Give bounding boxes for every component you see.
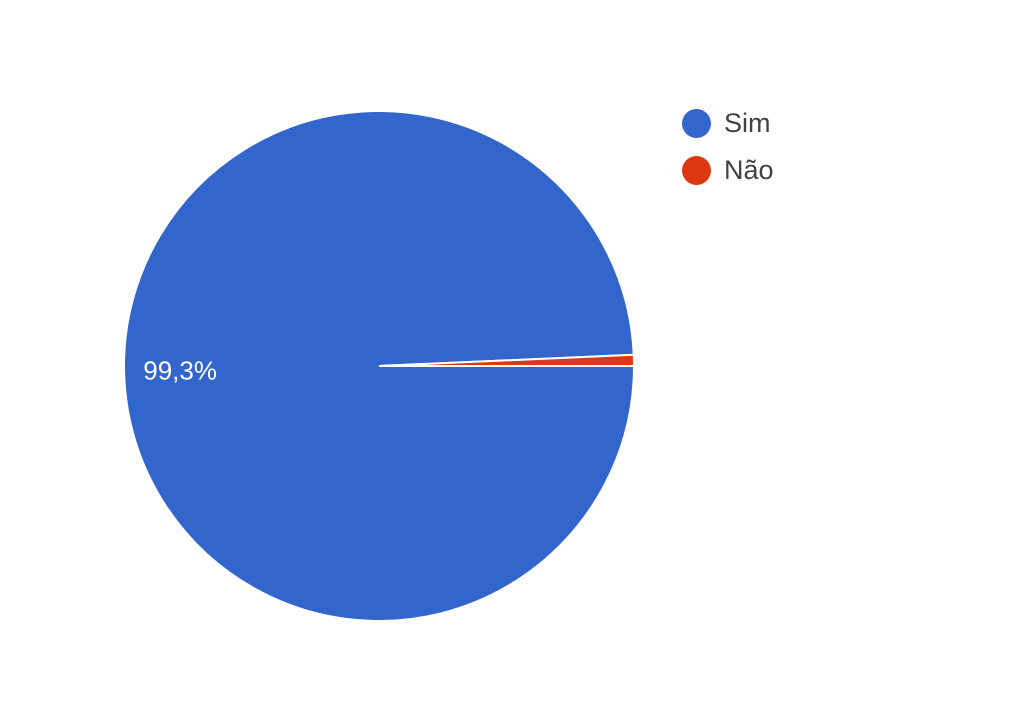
legend-item-sim[interactable]: Sim	[682, 100, 774, 147]
legend-swatch-nao	[682, 156, 711, 185]
slice-label-sim: 99,3%	[143, 355, 217, 385]
legend: Sim Não	[682, 100, 774, 194]
legend-label-sim: Sim	[724, 108, 771, 138]
pie-slice-nao[interactable]	[378, 353, 636, 367]
legend-item-nao[interactable]: Não	[682, 147, 774, 194]
legend-label-nao: Não	[724, 155, 774, 185]
legend-swatch-sim	[682, 109, 711, 138]
